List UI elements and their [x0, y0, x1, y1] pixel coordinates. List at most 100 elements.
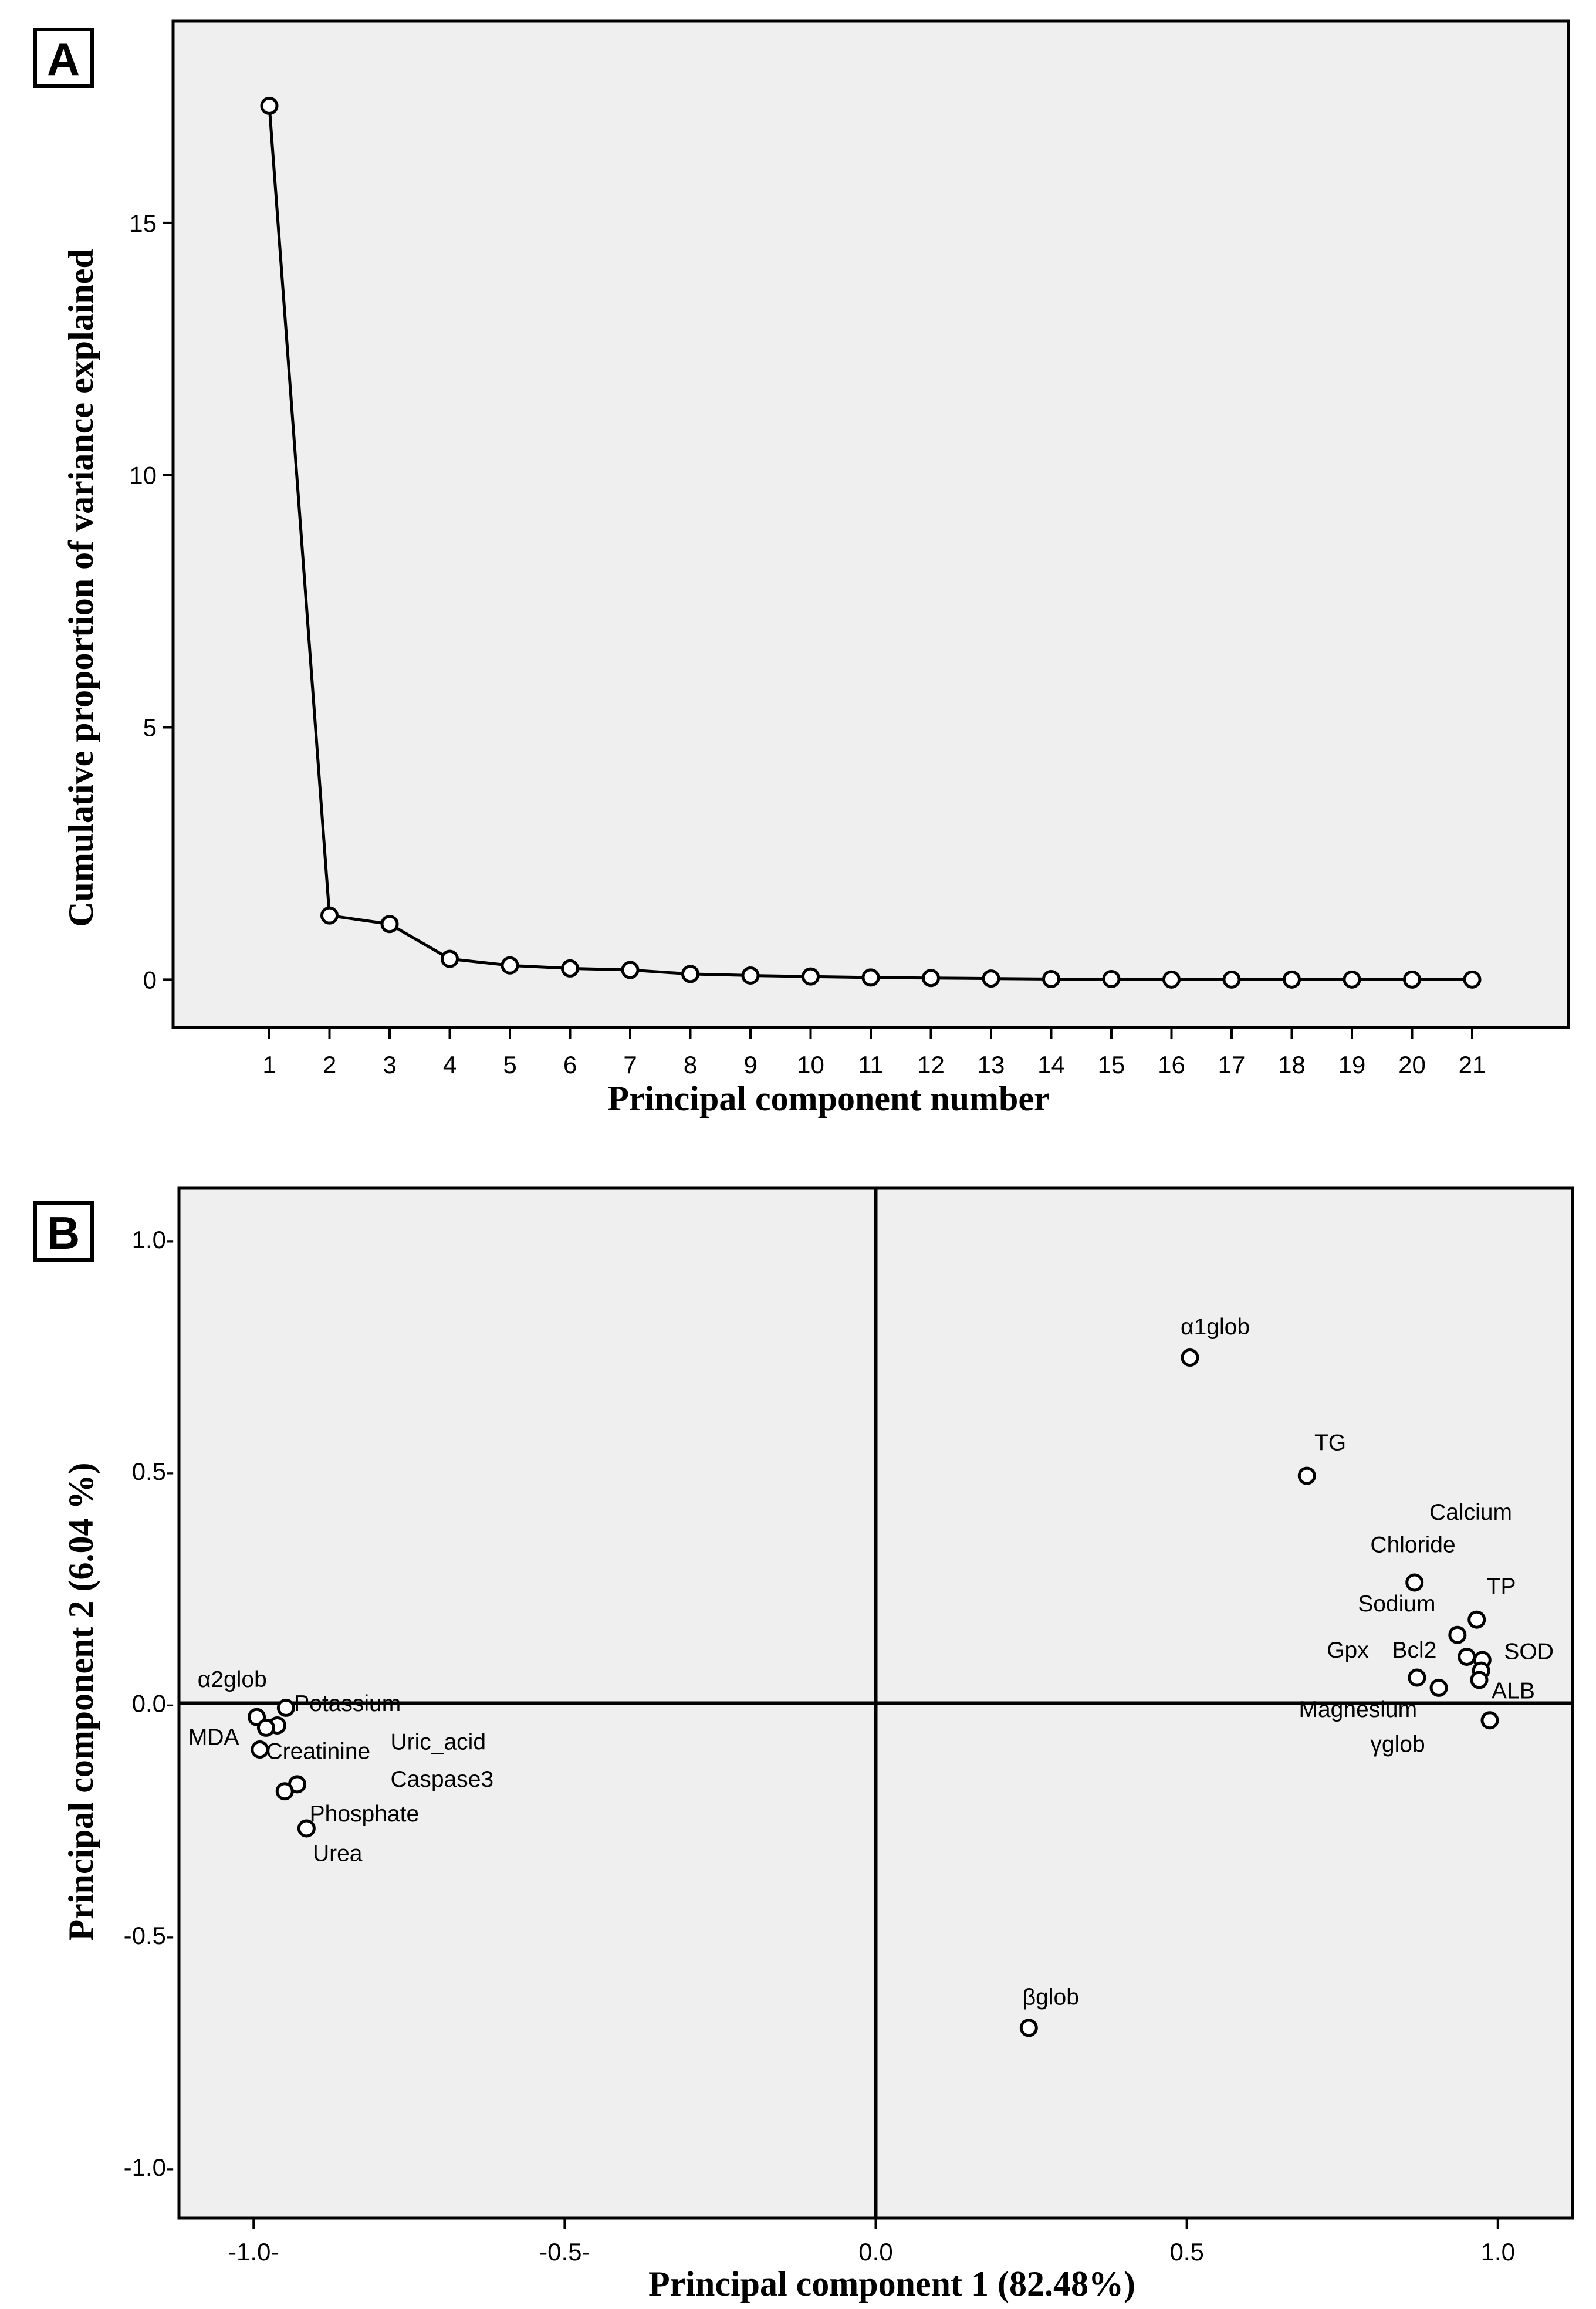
panel-b-label: B	[47, 1207, 80, 1259]
panel-a-x-tick-label: 7	[623, 1051, 637, 1079]
panel-a-point-16	[1162, 970, 1181, 989]
panel-b-point-10	[1470, 1671, 1489, 1689]
panel-b-point-4	[1467, 1610, 1486, 1629]
panel-b-annotation-2: TG	[1314, 1431, 1346, 1456]
panel-b-annotation-5: TP	[1487, 1574, 1516, 1600]
panel-a-x-axis-label: Principal component number	[607, 1079, 1049, 1118]
panel-a-x-ticks: 1 2 3 4 5 6 7 8 9 10 11 12 13 14 15 16 17 18 19 20 21	[262, 1027, 1486, 1079]
panel-b-annotation-17: Creatinine	[266, 1739, 370, 1764]
panel-a-point-13	[982, 969, 1000, 988]
panel-a-x-tick-label: 10	[797, 1051, 824, 1079]
panel-b-annotation-13: βglob	[1023, 1985, 1079, 2010]
panel-b-annotation-7: SOD	[1504, 1639, 1554, 1664]
panel-a-x-tick-label: 17	[1218, 1051, 1246, 1079]
panel-b-x-tick-label: 1.0	[1481, 2238, 1515, 2266]
panel-b-point-15	[276, 1698, 295, 1717]
panel-a-point-19	[1343, 970, 1361, 989]
panel-b-annotations: α1glob TG Calcium Chloride TP Sodium SOD Gpx Bcl…	[188, 1314, 1554, 2010]
panel-b-x-tick-label: 0.0	[858, 2238, 892, 2266]
panel-b-annotation-8: Gpx	[1327, 1638, 1369, 1663]
panel-a-plot-area	[171, 19, 1570, 1029]
panel-a-x-tick-label: 15	[1098, 1051, 1125, 1079]
panel-a-x-tick-label: 14	[1037, 1051, 1065, 1079]
panel-b-point-21	[297, 1819, 316, 1838]
panel-b-annotation-16: MDA	[188, 1725, 239, 1750]
panel-a-point-10	[802, 967, 820, 986]
panel-b-x-axis-label: Principal component 1 (82.48%)	[648, 2264, 1135, 2303]
panel-b-annotation-20: Phosphate	[310, 1801, 420, 1827]
panel-a-label: A	[47, 33, 80, 85]
panel-a-x-tick-label: 2	[323, 1051, 336, 1079]
panel-b-annotation-10: ALB	[1492, 1679, 1535, 1704]
panel-a-x-tick-label: 13	[978, 1051, 1005, 1079]
panel-a-point-9	[741, 966, 760, 985]
panel-b-point-6	[1458, 1647, 1476, 1666]
panel-b-y-axis-label: Principal component 2 (6.04 %)	[62, 1463, 100, 1941]
panel-a-label-box	[33, 28, 94, 88]
panel-b-annotation-1: α1glob	[1181, 1314, 1250, 1340]
panel-a-y-tick-label: 5	[143, 714, 157, 742]
panel-a-points	[260, 96, 1482, 989]
panel-a-x-tick-label: 20	[1398, 1051, 1426, 1079]
panel-b-y-tick-label: -0.5-	[124, 1922, 174, 1949]
panel-b-point-12	[1480, 1711, 1499, 1730]
panel-a-point-14	[1042, 969, 1060, 988]
panel-b-x-ticks: -1.0- -0.5- 0.0 0.5 1.0	[228, 2218, 1515, 2266]
panel-b-point-1	[1181, 1348, 1199, 1367]
panel-b-annotation-19: Caspase3	[390, 1767, 493, 1792]
panel-b-annotation-11: Magnesium	[1299, 1697, 1417, 1722]
panel-b-y-tick-label: -1.0-	[124, 2154, 174, 2181]
panel-b-point-2	[1297, 1466, 1316, 1485]
panel-a-point-15	[1102, 969, 1121, 988]
panel-a: 1 2 3 4 5 6 7 8 9 10 11 12 13 14 15 16 17 18 19 20 21 051015…	[33, 19, 1570, 1118]
panel-b-x-tick-label: -0.5-	[539, 2238, 590, 2266]
panel-b-point-17	[256, 1718, 275, 1737]
panel-a-point-7	[621, 961, 640, 979]
panel-b-point-20	[275, 1782, 294, 1801]
panel-a-x-tick-label: 21	[1459, 1051, 1486, 1079]
panel-b-annotation-18: Uric_acid	[390, 1730, 486, 1755]
panel-a-x-tick-label: 12	[917, 1051, 945, 1079]
panel-a-point-20	[1403, 970, 1421, 989]
panel-a-point-1	[260, 96, 279, 115]
panel-b-annotation-9: Bcl2	[1392, 1638, 1437, 1663]
panel-b-point-5	[1448, 1625, 1467, 1644]
panel-a-point-12	[922, 969, 940, 988]
panel-a-y-tick-label: 0	[143, 966, 157, 993]
panel-b-annotation-12: γglob	[1370, 1732, 1425, 1757]
panel-b-point-18	[251, 1740, 269, 1759]
panel-a-x-tick-label: 3	[383, 1051, 396, 1079]
panel-a-x-tick-label: 4	[443, 1051, 457, 1079]
panel-b-y-tick-label: 0.5-	[132, 1458, 174, 1485]
panel-b-annotation-14: α2glob	[198, 1667, 267, 1692]
panel-b: α1glob TG Calcium Chloride TP Sodium SOD Gpx Bcl…	[33, 1186, 1574, 2303]
panel-a-point-8	[681, 965, 699, 983]
panel-a-x-tick-label: 6	[563, 1051, 577, 1079]
panel-a-y-tick-label: 10	[129, 462, 157, 489]
panel-a-point-5	[501, 956, 519, 975]
panel-a-y-axis-label: Cumulative proportion of variance explai…	[62, 249, 100, 927]
panel-a-point-4	[441, 949, 459, 968]
panel-b-point-3	[1405, 1573, 1424, 1592]
panel-a-point-21	[1463, 970, 1482, 989]
panel-b-x-tick-label: 0.5	[1169, 2238, 1203, 2266]
panel-a-point-6	[561, 959, 579, 978]
panel-a-point-18	[1283, 970, 1301, 989]
panel-a-point-17	[1222, 970, 1241, 989]
panel-b-x-tick-label: -1.0-	[228, 2238, 279, 2266]
panel-a-x-tick-label: 9	[743, 1051, 757, 1079]
panel-b-points	[248, 1348, 1499, 2037]
panel-a-x-tick-label: 8	[684, 1051, 697, 1079]
panel-a-point-3	[380, 915, 399, 934]
panel-b-point-11	[1429, 1678, 1448, 1697]
panel-b-point-9	[1408, 1668, 1426, 1687]
panel-a-x-tick-label: 18	[1278, 1051, 1306, 1079]
panel-b-point-13	[1019, 2019, 1038, 2037]
panel-b-annotation-21: Urea	[313, 1841, 363, 1866]
panel-b-annotation-3: Calcium	[1429, 1500, 1512, 1525]
panel-a-x-tick-label: 16	[1158, 1051, 1185, 1079]
panel-a-x-tick-label: 1	[262, 1051, 276, 1079]
panel-a-x-tick-label: 19	[1338, 1051, 1366, 1079]
panel-a-point-2	[320, 906, 339, 925]
